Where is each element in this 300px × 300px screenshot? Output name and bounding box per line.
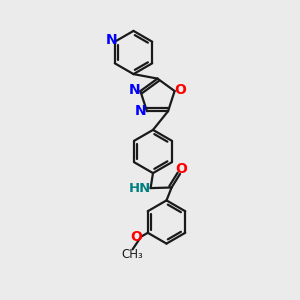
Text: CH₃: CH₃ — [122, 248, 143, 261]
Text: HN: HN — [129, 182, 151, 195]
Text: O: O — [130, 230, 142, 244]
Text: N: N — [135, 104, 147, 118]
Text: O: O — [175, 163, 187, 176]
Text: N: N — [105, 33, 117, 47]
Text: O: O — [175, 83, 187, 97]
Text: N: N — [129, 83, 140, 98]
